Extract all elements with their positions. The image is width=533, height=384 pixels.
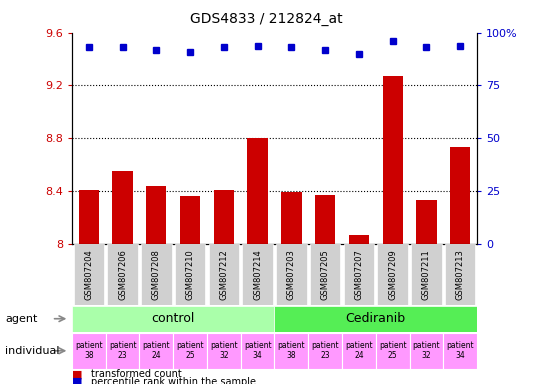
Text: ■: ■ bbox=[72, 369, 83, 379]
Text: GDS4833 / 212824_at: GDS4833 / 212824_at bbox=[190, 12, 343, 25]
Text: GSM807206: GSM807206 bbox=[118, 249, 127, 300]
Text: GSM807214: GSM807214 bbox=[253, 249, 262, 300]
FancyBboxPatch shape bbox=[72, 333, 106, 369]
FancyBboxPatch shape bbox=[141, 245, 172, 305]
Bar bbox=[247, 138, 268, 244]
FancyBboxPatch shape bbox=[443, 333, 477, 369]
FancyBboxPatch shape bbox=[243, 245, 273, 305]
Text: patient
24: patient 24 bbox=[142, 341, 170, 361]
FancyBboxPatch shape bbox=[175, 245, 205, 305]
Text: patient
38: patient 38 bbox=[278, 341, 305, 361]
Text: GSM807213: GSM807213 bbox=[456, 249, 465, 300]
Text: patient
23: patient 23 bbox=[311, 341, 339, 361]
Text: GSM807203: GSM807203 bbox=[287, 249, 296, 300]
FancyBboxPatch shape bbox=[72, 306, 274, 332]
FancyBboxPatch shape bbox=[310, 245, 340, 305]
FancyBboxPatch shape bbox=[342, 333, 376, 369]
FancyBboxPatch shape bbox=[274, 333, 308, 369]
FancyBboxPatch shape bbox=[74, 245, 104, 305]
FancyBboxPatch shape bbox=[411, 245, 441, 305]
FancyBboxPatch shape bbox=[276, 245, 306, 305]
FancyBboxPatch shape bbox=[107, 245, 138, 305]
Bar bbox=[383, 76, 403, 244]
Bar bbox=[416, 200, 437, 244]
Bar bbox=[214, 190, 234, 244]
Text: GSM807207: GSM807207 bbox=[354, 249, 364, 300]
Bar bbox=[79, 190, 99, 244]
Text: ■: ■ bbox=[72, 377, 83, 384]
FancyBboxPatch shape bbox=[106, 333, 140, 369]
Text: transformed count: transformed count bbox=[91, 369, 181, 379]
FancyBboxPatch shape bbox=[308, 333, 342, 369]
Text: patient
34: patient 34 bbox=[446, 341, 474, 361]
Text: GSM807208: GSM807208 bbox=[152, 249, 161, 300]
Bar bbox=[146, 186, 166, 244]
Text: GSM807209: GSM807209 bbox=[388, 249, 397, 300]
Text: patient
38: patient 38 bbox=[75, 341, 103, 361]
FancyBboxPatch shape bbox=[274, 306, 477, 332]
Bar bbox=[281, 192, 302, 244]
Text: patient
23: patient 23 bbox=[109, 341, 136, 361]
FancyBboxPatch shape bbox=[241, 333, 274, 369]
FancyBboxPatch shape bbox=[409, 333, 443, 369]
Text: GSM807212: GSM807212 bbox=[220, 249, 228, 300]
Text: agent: agent bbox=[5, 314, 38, 324]
FancyBboxPatch shape bbox=[377, 245, 408, 305]
Bar bbox=[112, 171, 133, 244]
Text: patient
32: patient 32 bbox=[210, 341, 238, 361]
Text: GSM807204: GSM807204 bbox=[84, 249, 93, 300]
Text: patient
24: patient 24 bbox=[345, 341, 373, 361]
Text: patient
34: patient 34 bbox=[244, 341, 271, 361]
FancyBboxPatch shape bbox=[445, 245, 475, 305]
FancyBboxPatch shape bbox=[209, 245, 239, 305]
Text: GSM807205: GSM807205 bbox=[321, 249, 329, 300]
Text: control: control bbox=[151, 312, 195, 325]
Text: GSM807210: GSM807210 bbox=[185, 249, 195, 300]
Text: individual: individual bbox=[5, 346, 60, 356]
Bar bbox=[315, 195, 335, 244]
Text: percentile rank within the sample: percentile rank within the sample bbox=[91, 377, 256, 384]
Text: patient
25: patient 25 bbox=[176, 341, 204, 361]
Text: patient
32: patient 32 bbox=[413, 341, 440, 361]
FancyBboxPatch shape bbox=[173, 333, 207, 369]
Bar bbox=[180, 196, 200, 244]
FancyBboxPatch shape bbox=[207, 333, 241, 369]
Text: patient
25: patient 25 bbox=[379, 341, 407, 361]
FancyBboxPatch shape bbox=[344, 245, 374, 305]
Text: GSM807211: GSM807211 bbox=[422, 249, 431, 300]
FancyBboxPatch shape bbox=[376, 333, 409, 369]
Bar bbox=[450, 147, 470, 244]
Text: Cediranib: Cediranib bbox=[346, 312, 406, 325]
Bar bbox=[349, 235, 369, 244]
FancyBboxPatch shape bbox=[140, 333, 173, 369]
